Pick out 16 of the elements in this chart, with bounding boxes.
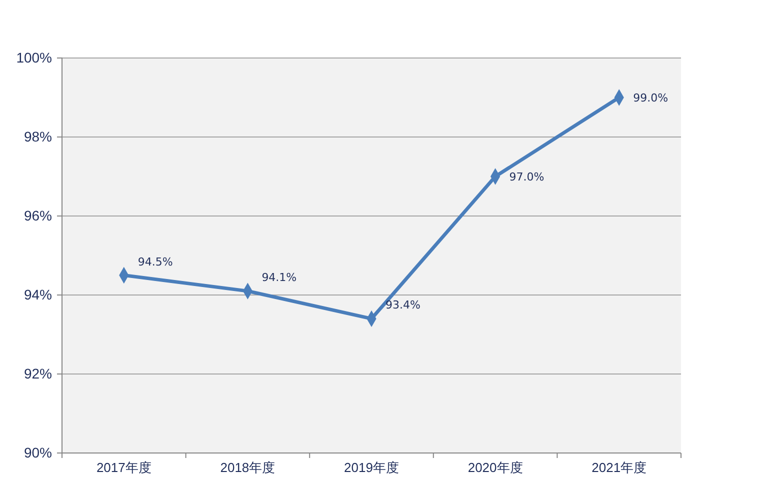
data-label: 97.0% xyxy=(509,170,544,184)
y-tick-label: 94% xyxy=(24,286,52,302)
y-tick-label: 90% xyxy=(24,444,52,460)
x-tick-label: 2018年度 xyxy=(220,460,276,476)
x-tick-label: 2020年度 xyxy=(468,460,523,476)
data-label: 94.5% xyxy=(138,255,173,268)
y-tick-label: 98% xyxy=(24,128,52,144)
x-tick-label: 2017年度 xyxy=(96,460,152,476)
data-label: 94.1% xyxy=(262,271,297,284)
y-tick-label: 96% xyxy=(24,207,52,224)
data-label: 93.4% xyxy=(386,298,420,312)
x-tick-label: 2021年度 xyxy=(592,460,647,476)
y-tick-label: 92% xyxy=(24,365,52,382)
data-label: 99.0% xyxy=(633,92,668,104)
x-tick-label: 2019年度 xyxy=(344,460,399,476)
y-tick-label: 100% xyxy=(16,49,52,66)
